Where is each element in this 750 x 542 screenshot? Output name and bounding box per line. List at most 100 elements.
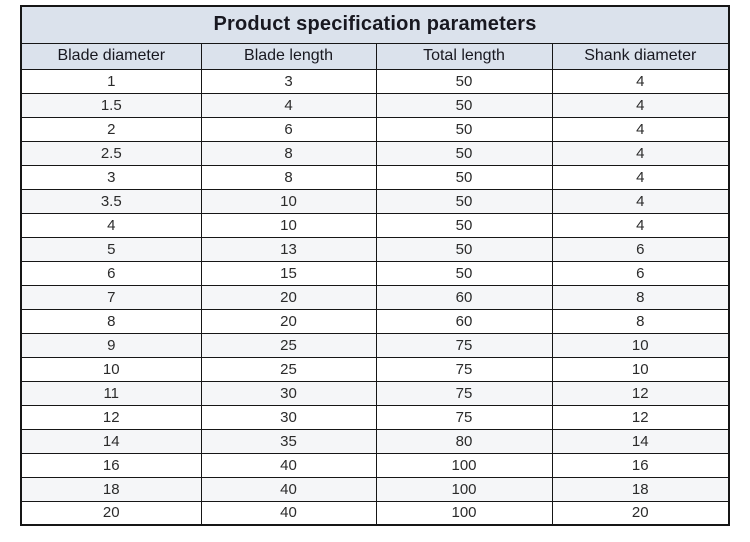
table-cell: 12	[551, 404, 730, 430]
column-header-0: Blade diameter	[20, 42, 202, 70]
table-cell: 100	[375, 452, 553, 478]
table-row: 10 25 75 10	[20, 356, 730, 382]
table-cell: 25	[200, 356, 377, 382]
table-cell: 16	[20, 452, 202, 478]
table-cell: 6	[20, 260, 202, 286]
table-cell: 6	[551, 260, 730, 286]
table-cell: 50	[375, 68, 553, 94]
table-cell: 20	[200, 284, 377, 310]
table-row: 5 13 50 6	[20, 236, 730, 262]
table-cell: 40	[200, 476, 377, 502]
table-cell: 50	[375, 164, 553, 190]
table-cell: 18	[551, 476, 730, 502]
table-cell: 100	[375, 500, 553, 526]
table-cell: 75	[375, 404, 553, 430]
table-cell: 4	[551, 116, 730, 142]
table-cell: 100	[375, 476, 553, 502]
column-header-2: Total length	[375, 42, 553, 70]
table-row: 9 25 75 10	[20, 332, 730, 358]
table-cell: 12	[551, 380, 730, 406]
table-cell: 6	[551, 236, 730, 262]
table-cell: 2	[20, 116, 202, 142]
table-cell: 35	[200, 428, 377, 454]
table-cell: 50	[375, 92, 553, 118]
table-cell: 3.5	[20, 188, 202, 214]
table-cell: 75	[375, 356, 553, 382]
table-cell: 30	[200, 404, 377, 430]
table-row: 1.5 4 50 4	[20, 92, 730, 118]
table-cell: 10	[551, 356, 730, 382]
table-cell: 8	[20, 308, 202, 334]
table-body: 1 3 50 4 1.5 4 50 4 2 6 50 4 2.5 8 50 4 3 8 50 4 3.5 10 50 4 4 10…	[20, 68, 730, 526]
table-cell: 50	[375, 116, 553, 142]
table-cell: 8	[200, 164, 377, 190]
table-cell: 8	[551, 284, 730, 310]
table-cell: 60	[375, 284, 553, 310]
table-cell: 4	[551, 140, 730, 166]
table-cell: 16	[551, 452, 730, 478]
table-cell: 4	[551, 212, 730, 238]
table-cell: 4	[200, 92, 377, 118]
table-title: Product specification parameters	[20, 5, 730, 44]
table-head: Product specification parameters Blade d…	[20, 5, 730, 70]
table-cell: 20	[551, 500, 730, 526]
table-cell: 4	[20, 212, 202, 238]
spec-table-container: Product specification parameters Blade d…	[20, 5, 731, 526]
table-cell: 1.5	[20, 92, 202, 118]
table-cell: 4	[551, 92, 730, 118]
table-cell: 4	[551, 68, 730, 94]
table-row: 18 40 100 18	[20, 476, 730, 502]
table-cell: 20	[200, 308, 377, 334]
table-cell: 3	[200, 68, 377, 94]
table-cell: 50	[375, 212, 553, 238]
table-cell: 80	[375, 428, 553, 454]
table-cell: 1	[20, 68, 202, 94]
table-cell: 50	[375, 236, 553, 262]
column-header-3: Shank diameter	[551, 42, 730, 70]
title-row: Product specification parameters	[20, 5, 730, 44]
table-cell: 8	[551, 308, 730, 334]
table-cell: 5	[20, 236, 202, 262]
table-cell: 12	[20, 404, 202, 430]
table-row: 11 30 75 12	[20, 380, 730, 406]
table-cell: 50	[375, 140, 553, 166]
table-row: 4 10 50 4	[20, 212, 730, 238]
table-row: 2.5 8 50 4	[20, 140, 730, 166]
column-header-1: Blade length	[200, 42, 377, 70]
table-row: 8 20 60 8	[20, 308, 730, 334]
table-cell: 10	[20, 356, 202, 382]
table-row: 14 35 80 14	[20, 428, 730, 454]
table-cell: 40	[200, 500, 377, 526]
table-row: 1 3 50 4	[20, 68, 730, 94]
table-cell: 50	[375, 188, 553, 214]
table-cell: 3	[20, 164, 202, 190]
table-cell: 60	[375, 308, 553, 334]
table-row: 7 20 60 8	[20, 284, 730, 310]
table-cell: 4	[551, 164, 730, 190]
header-row: Blade diameter Blade length Total length Sh…	[20, 42, 730, 70]
table-cell: 14	[551, 428, 730, 454]
table-row: 12 30 75 12	[20, 404, 730, 430]
table-cell: 9	[20, 332, 202, 358]
table-cell: 40	[200, 452, 377, 478]
table-cell: 6	[200, 116, 377, 142]
table-cell: 25	[200, 332, 377, 358]
table-cell: 15	[200, 260, 377, 286]
table-cell: 50	[375, 260, 553, 286]
table-cell: 8	[200, 140, 377, 166]
table-cell: 2.5	[20, 140, 202, 166]
table-cell: 10	[551, 332, 730, 358]
table-row: 2 6 50 4	[20, 116, 730, 142]
table-row: 3.5 10 50 4	[20, 188, 730, 214]
table-cell: 20	[20, 500, 202, 526]
table-row: 3 8 50 4	[20, 164, 730, 190]
table-row: 6 15 50 6	[20, 260, 730, 286]
table-row: 16 40 100 16	[20, 452, 730, 478]
table-cell: 10	[200, 212, 377, 238]
table-cell: 18	[20, 476, 202, 502]
table-cell: 13	[200, 236, 377, 262]
table-cell: 10	[200, 188, 377, 214]
table-cell: 11	[20, 380, 202, 406]
table-cell: 75	[375, 332, 553, 358]
table-row: 20 40 100 20	[20, 500, 730, 526]
